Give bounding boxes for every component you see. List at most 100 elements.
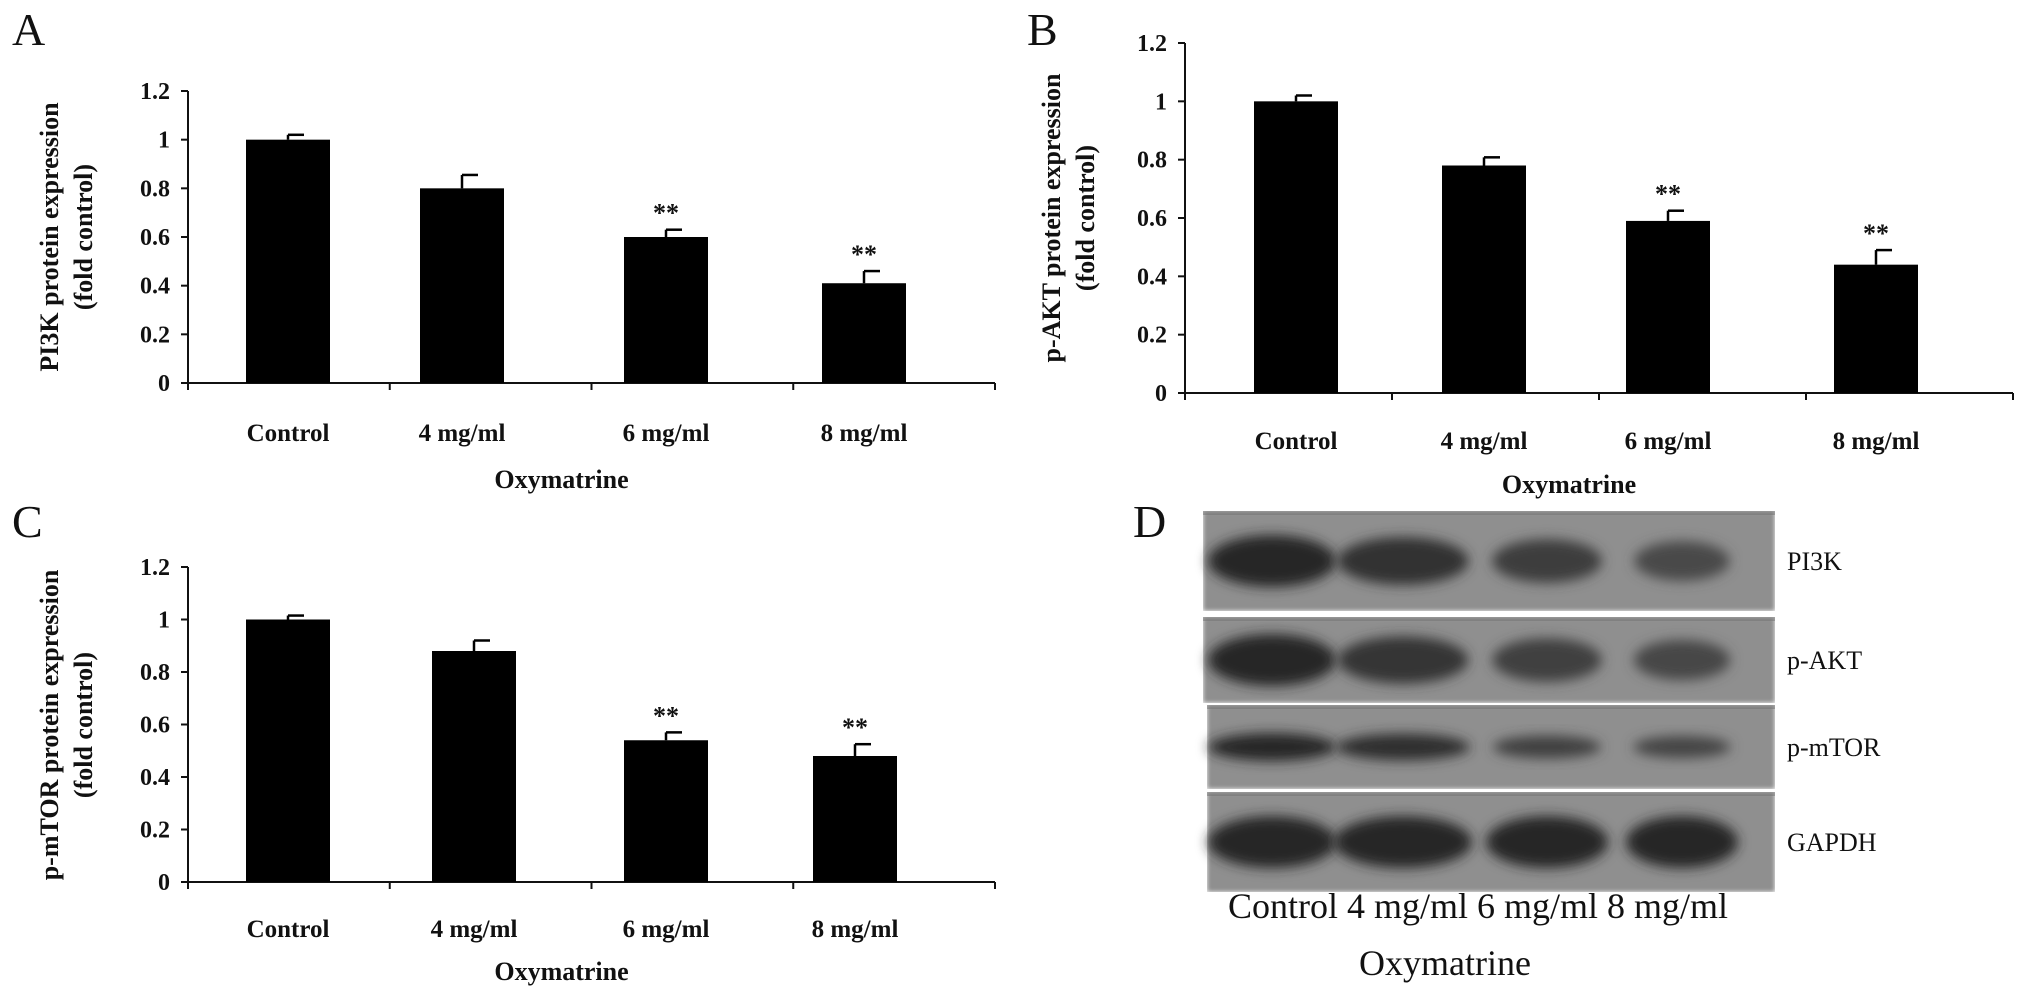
category-label: 4 mg/ml bbox=[419, 420, 506, 447]
blot-strip-edge bbox=[1203, 511, 1775, 515]
blot-band bbox=[1337, 636, 1469, 684]
blot-band bbox=[1633, 735, 1731, 759]
x-axis-title: Oxymatrine bbox=[1502, 470, 1636, 499]
y-tick-label: 0 bbox=[1155, 381, 1167, 407]
blot-band bbox=[1208, 535, 1336, 587]
blot-band bbox=[1208, 733, 1336, 761]
category-label: 6 mg/ml bbox=[1625, 428, 1712, 455]
significance-marker: ** bbox=[1863, 219, 1889, 248]
bar bbox=[624, 740, 708, 882]
significance-marker: ** bbox=[653, 199, 679, 228]
panel-b-chart: 0 0.2 0.4 0.6 0.8 1 1.2 Control 4 mg/ml ** 6 mg/ml… bbox=[1037, 31, 2014, 499]
blot-band bbox=[1626, 816, 1738, 868]
x-axis-title: Oxymatrine bbox=[494, 465, 628, 494]
y-tick-label: 1 bbox=[158, 128, 170, 154]
y-tick-label: 1 bbox=[1155, 89, 1167, 115]
blot-protein-label: GAPDH bbox=[1787, 828, 1877, 857]
blot-band bbox=[1208, 816, 1336, 868]
y-axis-title: p-AKT protein expression (fold control) bbox=[1037, 73, 1100, 362]
category-label: 6 mg/ml bbox=[623, 916, 710, 943]
y-tick-label: 0.4 bbox=[140, 765, 170, 791]
y-tick-label: 0.4 bbox=[1137, 264, 1167, 290]
y-tick-label: 0 bbox=[158, 870, 170, 896]
y-axis-title-line: (fold control) bbox=[69, 164, 98, 310]
bar bbox=[624, 237, 708, 383]
category-label: 8 mg/ml bbox=[821, 420, 908, 447]
blot-band bbox=[1634, 541, 1730, 581]
category-label: Control bbox=[247, 916, 330, 943]
category-label: 8 mg/ml bbox=[1833, 428, 1920, 455]
y-tick-label: 0.6 bbox=[140, 713, 170, 739]
blot-protein-label: PI3K bbox=[1787, 547, 1842, 576]
significance-marker: ** bbox=[851, 240, 877, 269]
category-label: 6 mg/ml bbox=[623, 420, 710, 447]
blot-strip-edge bbox=[1207, 705, 1775, 709]
blot-strip-edge bbox=[1207, 792, 1775, 796]
y-tick-label: 0.6 bbox=[140, 225, 170, 251]
y-tick-label: 0.8 bbox=[140, 176, 170, 202]
y-tick-label: 0.8 bbox=[140, 660, 170, 686]
panel-a-chart: 0 0.2 0.4 0.6 0.8 1 1.2 Control 4 mg/ml ** 6 mg/ml… bbox=[35, 79, 996, 494]
significance-marker: ** bbox=[1655, 180, 1681, 209]
panel-b: B 0 0.2 0.4 0.6 0.8 1 1.2 Control 4 mg/ml ** 6 mg/… bbox=[1027, 4, 2014, 499]
x-axis-title: Oxymatrine bbox=[494, 957, 628, 986]
y-tick-label: 0.6 bbox=[1137, 206, 1167, 232]
category-label: 4 mg/ml bbox=[1441, 428, 1528, 455]
y-axis-title: p-mTOR protein expression (fold control) bbox=[35, 569, 98, 880]
blot-strip-edge bbox=[1203, 617, 1775, 621]
blot-x-axis-title: Oxymatrine bbox=[1359, 943, 1531, 983]
blot-band bbox=[1208, 634, 1336, 686]
y-axis-title-line: PI3K protein expression bbox=[35, 102, 64, 372]
y-axis-title: PI3K protein expression (fold control) bbox=[35, 102, 98, 372]
bar bbox=[1442, 165, 1526, 393]
y-tick-label: 0 bbox=[158, 371, 170, 397]
bar bbox=[420, 188, 504, 383]
bar bbox=[813, 756, 897, 882]
panel-a: A 0 0.2 0.4 0.6 0.8 1 1.2 Control 4 mg/ml ** 6 mg/… bbox=[12, 4, 996, 494]
y-axis-title-line: (fold control) bbox=[1071, 145, 1100, 291]
bar bbox=[822, 283, 906, 383]
y-axis-title-line: p-mTOR protein expression bbox=[35, 569, 64, 880]
bar bbox=[246, 139, 330, 383]
western-blot: PI3K p-AKT p-mTOR GAPDH bbox=[1203, 511, 1881, 892]
significance-marker: ** bbox=[653, 701, 679, 730]
y-axis-title-line: (fold control) bbox=[69, 652, 98, 798]
category-label: 4 mg/ml bbox=[431, 916, 518, 943]
category-label: Control bbox=[1255, 428, 1338, 455]
y-tick-label: 1.2 bbox=[1137, 31, 1167, 57]
blot-band bbox=[1486, 816, 1608, 868]
y-axis-title-line: p-AKT protein expression bbox=[1037, 73, 1066, 362]
y-tick-label: 0.2 bbox=[140, 322, 170, 348]
y-tick-label: 0.4 bbox=[140, 274, 170, 300]
blot-band bbox=[1493, 735, 1601, 759]
significance-marker: ** bbox=[842, 713, 868, 742]
blot-band bbox=[1492, 539, 1602, 583]
bar bbox=[432, 651, 516, 882]
bar bbox=[1254, 101, 1338, 393]
blot-band bbox=[1336, 733, 1470, 761]
y-tick-label: 0.2 bbox=[1137, 323, 1167, 349]
panel-a-letter: A bbox=[12, 4, 45, 55]
y-tick-label: 1.2 bbox=[140, 79, 170, 105]
y-tick-label: 1.2 bbox=[140, 555, 170, 581]
panel-b-letter: B bbox=[1027, 4, 1058, 55]
y-tick-label: 1 bbox=[158, 608, 170, 634]
panel-c-chart: 0 0.2 0.4 0.6 0.8 1 1.2 Control 4 mg/ml ** 6 mg/ml… bbox=[35, 555, 996, 986]
blot-band bbox=[1337, 537, 1469, 585]
blot-band bbox=[1633, 639, 1731, 681]
blot-lanes-label: Control 4 mg/ml 6 mg/ml 8 mg/ml bbox=[1228, 886, 1728, 926]
bar bbox=[1834, 264, 1918, 393]
panel-d-letter: D bbox=[1133, 496, 1166, 547]
panel-c: C 0 0.2 0.4 0.6 0.8 1 1.2 Control 4 mg/ml ** 6 mg/… bbox=[12, 496, 996, 986]
panel-c-letter: C bbox=[12, 496, 43, 547]
panel-d: D PI3K p-AKT p-mTOR GAPDH Control 4 mg/ml 6… bbox=[1133, 496, 1881, 983]
category-label: Control bbox=[247, 420, 330, 447]
blot-band bbox=[1334, 816, 1472, 868]
blot-protein-label: p-AKT bbox=[1787, 646, 1862, 675]
y-tick-label: 0.8 bbox=[1137, 148, 1167, 174]
bar bbox=[246, 619, 330, 882]
y-tick-label: 0.2 bbox=[140, 818, 170, 844]
blot-protein-label: p-mTOR bbox=[1787, 733, 1881, 762]
category-label: 8 mg/ml bbox=[812, 916, 899, 943]
